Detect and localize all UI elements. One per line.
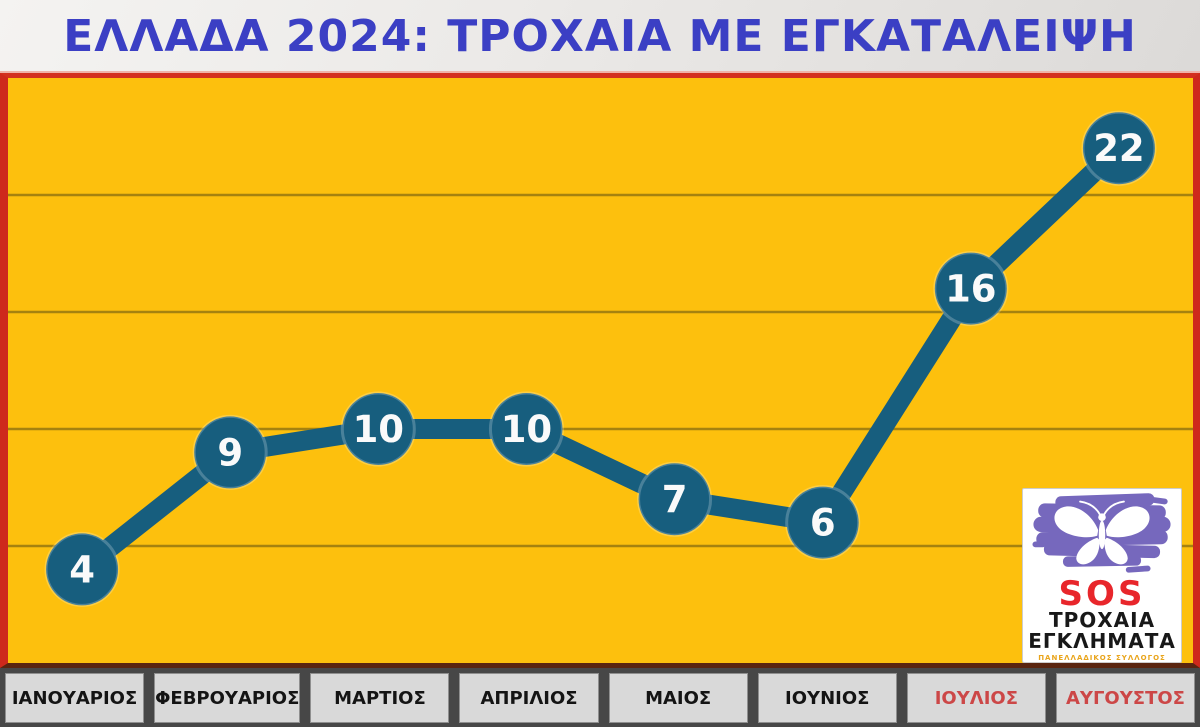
month-cell: ΜΑΙΟΣ xyxy=(608,673,748,723)
month-cell: ΦΕΒΡΟΥΑΡΙΟΣ xyxy=(154,673,301,723)
logo-sos-text: SOS xyxy=(1058,573,1146,614)
title-bar: ΕΛΛΑΔΑ 2024: ΤΡΟΧΑΙΑ ΜΕ ΕΓΚΑΤΑΛΕΙΨΗ xyxy=(0,0,1200,73)
month-cell: ΙΑΝΟΥΑΡΙΟΣ xyxy=(5,673,145,723)
month-cell: ΙΟΥΝΙΟΣ xyxy=(757,673,897,723)
logo-line2: ΕΓΚΛΗΜΑΤΑ xyxy=(1028,629,1176,653)
line-chart-svg: 4 9 10 10 7 6 16 22 xyxy=(8,110,1193,607)
chart-title: ΕΛΛΑΔΑ 2024: ΤΡΟΧΑΙΑ ΜΕ ΕΓΚΑΤΑΛΕΙΨΗ xyxy=(63,11,1137,62)
month-strip: ΙΑΝΟΥΑΡΙΟΣ ΦΕΒΡΟΥΑΡΙΟΣ ΜΑΡΤΙΟΣ ΑΠΡΙΛΙΟΣ ΜΑΙΟ… xyxy=(0,668,1200,727)
month-label: ΑΠΡΙΛΙΟΣ xyxy=(480,687,578,709)
data-point-label: 9 xyxy=(217,431,243,474)
month-label: ΜΑΙΟΣ xyxy=(645,687,712,709)
logo-line1: ΤΡΟΧΑΙΑ xyxy=(1048,608,1156,632)
month-cell: ΜΑΡΤΙΟΣ xyxy=(310,673,450,723)
data-point-label: 4 xyxy=(69,548,95,591)
data-point-label: 16 xyxy=(945,268,997,311)
data-point-label: 6 xyxy=(810,502,836,545)
month-label: ΑΥΓΟΥΣΤΟΣ xyxy=(1066,687,1185,709)
data-point xyxy=(488,391,564,467)
month-label: ΙΟΥΛΙΟΣ xyxy=(934,687,1018,709)
data-point xyxy=(933,251,1009,327)
month-label: ΦΕΒΡΟΥΑΡΙΟΣ xyxy=(155,687,300,709)
month-cell: ΙΟΥΛΙΟΣ xyxy=(906,673,1046,723)
data-point xyxy=(44,531,120,607)
chart-area: 4 9 10 10 7 6 16 22 xyxy=(0,73,1200,668)
data-point xyxy=(192,414,268,490)
month-cell: ΑΠΡΙΛΙΟΣ xyxy=(459,673,599,723)
month-label: ΜΑΡΤΙΟΣ xyxy=(334,687,426,709)
month-label: ΙΑΝΟΥΑΡΙΟΣ xyxy=(11,687,138,709)
month-cell: ΑΥΓΟΥΣΤΟΣ xyxy=(1055,673,1196,723)
data-point xyxy=(785,485,861,561)
butterfly-shape xyxy=(1054,500,1150,565)
data-point-label: 22 xyxy=(1093,127,1145,170)
data-line xyxy=(72,138,1129,580)
sos-logo: SOS ΤΡΟΧΑΙΑ ΕΓΚΛΗΜΑΤΑ ΠΑΝΕΛΛΑΔΙΚΟΣ ΣΥΛΛΟ… xyxy=(1022,488,1182,663)
data-point-label: 10 xyxy=(353,408,405,451)
data-point-label: 7 xyxy=(662,478,688,521)
logo-line3: ΠΑΝΕΛΛΑΔΙΚΟΣ ΣΥΛΛΟΓΟΣ xyxy=(1038,654,1166,662)
month-label: ΙΟΥΝΙΟΣ xyxy=(785,687,870,709)
data-point xyxy=(340,391,416,467)
butterfly-icon xyxy=(1032,493,1171,573)
data-point xyxy=(637,461,713,537)
data-point xyxy=(1081,110,1157,186)
data-point-label: 10 xyxy=(501,408,553,451)
